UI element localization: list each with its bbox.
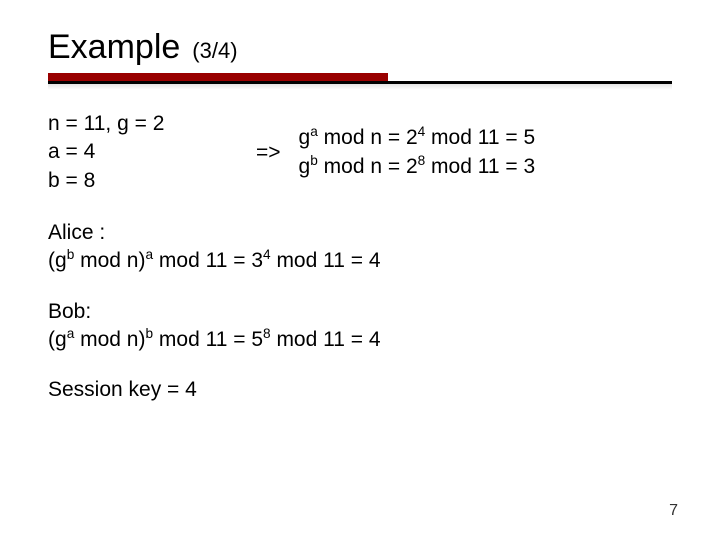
slide: Example (3/4) n = 11, g = 2 a = 4 b = 8 …: [0, 0, 720, 540]
gb-base: g: [299, 155, 311, 178]
bob-expr: (ga mod n)b mod 11 = 58 mod 11 = 4: [48, 326, 672, 354]
ga-base: g: [299, 126, 311, 149]
alice-tail: mod 11 = 4: [271, 249, 381, 272]
alice-e3: 4: [263, 247, 271, 262]
derived-ga: ga mod n = 24 mod 11 = 5: [299, 124, 536, 152]
bob-e2: b: [145, 326, 153, 341]
title-rule: [48, 73, 672, 90]
ga-mid: mod n = 2: [318, 126, 418, 149]
slide-pager: (3/4): [192, 38, 237, 64]
gb-exp: b: [310, 153, 318, 168]
session-key: Session key = 4: [48, 376, 672, 404]
ga-exp: a: [310, 124, 318, 139]
title-row: Example (3/4): [48, 28, 672, 67]
alice-block: Alice : (gb mod n)a mod 11 = 34 mod 11 =…: [48, 219, 672, 276]
alice-open: (g: [48, 249, 67, 272]
derived-gb: gb mod n = 28 mod 11 = 3: [299, 153, 536, 181]
param-a: a = 4: [48, 138, 238, 166]
bob-tail: mod 11 = 4: [271, 328, 381, 351]
rule-red: [48, 73, 388, 81]
alice-label: Alice :: [48, 219, 672, 247]
derived-block: ga mod n = 24 mod 11 = 5 gb mod n = 28 m…: [299, 124, 536, 181]
alice-mid1: mod n): [74, 249, 145, 272]
alice-e2: a: [145, 247, 153, 262]
arrow-implies: =>: [256, 141, 281, 165]
bob-open: (g: [48, 328, 67, 351]
slide-title: Example: [48, 28, 180, 67]
bob-mid1: mod n): [74, 328, 145, 351]
params-block: n = 11, g = 2 a = 4 b = 8: [48, 110, 238, 195]
bob-block: Bob: (ga mod n)b mod 11 = 58 mod 11 = 4: [48, 298, 672, 355]
alice-mid2: mod 11 = 3: [153, 249, 263, 272]
rule-shadow: [48, 84, 672, 90]
params-row: n = 11, g = 2 a = 4 b = 8 => ga mod n = …: [48, 110, 672, 195]
gb-mid: mod n = 2: [318, 155, 418, 178]
bob-label: Bob:: [48, 298, 672, 326]
page-number: 7: [669, 502, 678, 520]
param-b: b = 8: [48, 167, 238, 195]
ga-tail: mod 11 = 5: [425, 126, 535, 149]
bob-mid2: mod 11 = 5: [153, 328, 263, 351]
param-n-g: n = 11, g = 2: [48, 110, 238, 138]
bob-e3: 8: [263, 326, 271, 341]
alice-expr: (gb mod n)a mod 11 = 34 mod 11 = 4: [48, 247, 672, 275]
gb-tail: mod 11 = 3: [425, 155, 535, 178]
